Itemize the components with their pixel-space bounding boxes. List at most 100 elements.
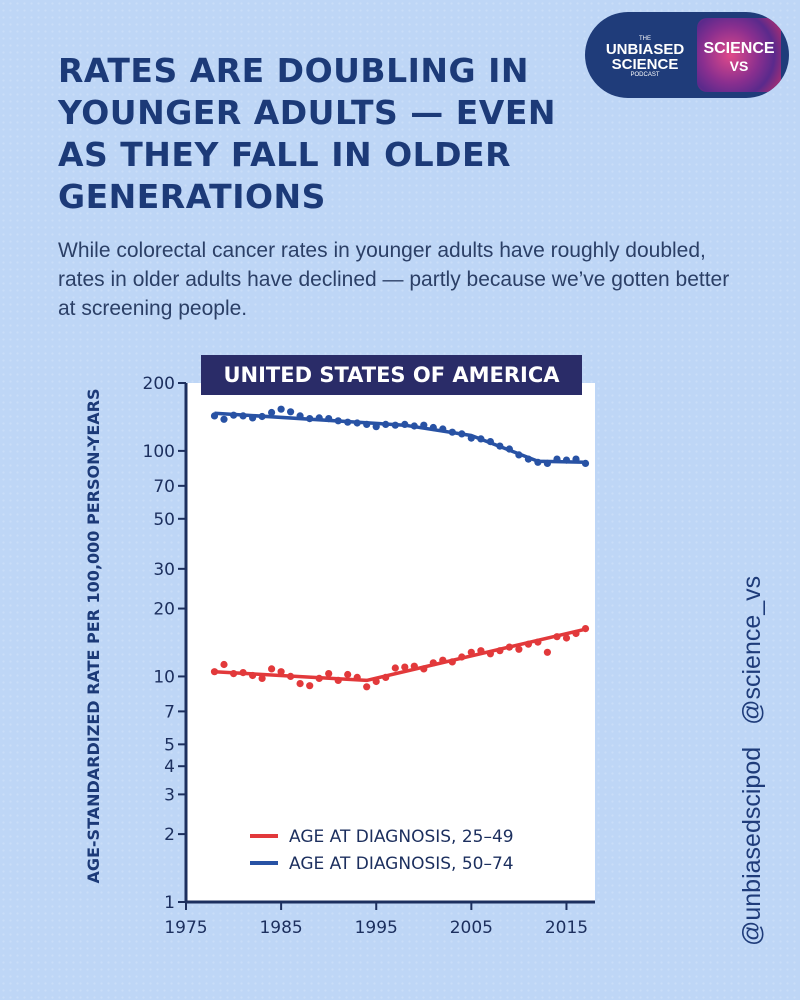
data-point bbox=[401, 663, 409, 671]
data-point bbox=[572, 629, 580, 638]
y-tick-label: 7 bbox=[164, 702, 175, 722]
data-point bbox=[477, 647, 485, 655]
data-point bbox=[543, 648, 552, 656]
legend-label-1: AGE AT DIAGNOSIS, 50–74 bbox=[289, 854, 514, 874]
data-point bbox=[486, 650, 494, 658]
series-1 bbox=[210, 405, 590, 467]
y-tick-label: 4 bbox=[164, 757, 175, 777]
data-point bbox=[448, 658, 456, 666]
data-point bbox=[496, 647, 504, 655]
data-point bbox=[439, 425, 447, 433]
data-point bbox=[325, 415, 333, 423]
data-point bbox=[363, 683, 371, 691]
science-vs-line-2: VS bbox=[729, 58, 749, 74]
logo-small-text: THE bbox=[639, 36, 651, 42]
data-point bbox=[467, 434, 475, 442]
data-point bbox=[210, 668, 219, 676]
data-point bbox=[505, 643, 513, 651]
subtitle: While colorectal cancer rates in younger… bbox=[58, 239, 730, 320]
data-point bbox=[287, 672, 295, 681]
data-point bbox=[401, 420, 409, 428]
x-tick-label: 2015 bbox=[545, 918, 588, 938]
data-point bbox=[296, 680, 304, 688]
y-tick-label: 20 bbox=[153, 600, 175, 620]
data-point bbox=[534, 638, 542, 646]
y-tick-label: 5 bbox=[164, 735, 175, 755]
data-point bbox=[515, 645, 523, 653]
data-point bbox=[353, 419, 361, 427]
data-point bbox=[429, 659, 437, 667]
data-point bbox=[496, 442, 504, 450]
data-point bbox=[334, 676, 342, 685]
x-tick-label: 1995 bbox=[355, 918, 398, 938]
data-point bbox=[562, 634, 571, 642]
data-point bbox=[230, 411, 238, 419]
unbiased-science-logo: THE UNBIASED SCIENCE PODCAST bbox=[595, 22, 695, 88]
data-point bbox=[458, 653, 466, 661]
data-point bbox=[306, 415, 314, 423]
data-point bbox=[515, 451, 523, 459]
data-point bbox=[268, 408, 276, 417]
y-tick-label: 2 bbox=[164, 825, 175, 845]
data-point bbox=[439, 656, 447, 664]
y-tick-label: 70 bbox=[153, 477, 175, 497]
data-point bbox=[277, 668, 285, 676]
science-vs-line-1: SCIENCE bbox=[703, 40, 775, 57]
data-point bbox=[344, 670, 352, 679]
data-point bbox=[524, 455, 533, 463]
data-point bbox=[543, 459, 552, 467]
data-point bbox=[524, 640, 533, 648]
data-point bbox=[239, 412, 247, 420]
data-point bbox=[534, 458, 542, 466]
data-point bbox=[505, 445, 513, 453]
data-point bbox=[467, 648, 475, 656]
data-point bbox=[239, 669, 247, 677]
legend-label-0: AGE AT DIAGNOSIS, 25–49 bbox=[289, 827, 514, 847]
data-point bbox=[429, 423, 437, 432]
legend: AGE AT DIAGNOSIS, 25–49 AGE AT DIAGNOSIS,… bbox=[250, 827, 514, 874]
data-point bbox=[458, 430, 466, 438]
data-point bbox=[382, 673, 390, 682]
headline: RATES ARE DOUBLING IN YOUNGER ADULTS — E… bbox=[58, 51, 557, 216]
data-point bbox=[296, 412, 304, 420]
data-point bbox=[410, 422, 418, 430]
data-point bbox=[581, 625, 590, 633]
data-point bbox=[315, 414, 323, 422]
data-point bbox=[391, 664, 399, 672]
data-point bbox=[391, 421, 399, 429]
data-point bbox=[306, 682, 314, 690]
data-point bbox=[220, 415, 228, 423]
logo-line-1: UNBIASED bbox=[605, 41, 685, 58]
data-point bbox=[448, 428, 456, 436]
logo-line-2: SCIENCE bbox=[611, 56, 679, 73]
data-point bbox=[372, 677, 380, 686]
data-point bbox=[210, 412, 219, 420]
podcast-badge: THE UNBIASED SCIENCE PODCAST SCIENCE VS bbox=[585, 12, 789, 98]
data-point bbox=[325, 670, 333, 678]
chart-title: UNITED STATES OF AMERICA bbox=[201, 355, 582, 395]
data-point bbox=[287, 408, 295, 416]
data-point bbox=[581, 459, 590, 467]
y-tick-label: 30 bbox=[153, 560, 175, 580]
data-point bbox=[249, 414, 257, 422]
data-point bbox=[334, 417, 342, 425]
data-point bbox=[258, 412, 266, 421]
y-tick-label: 1 bbox=[164, 893, 175, 913]
data-point bbox=[562, 456, 571, 464]
data-point bbox=[382, 420, 390, 428]
data-point bbox=[363, 420, 371, 428]
x-tick-label: 1975 bbox=[164, 918, 207, 938]
data-point bbox=[410, 662, 418, 670]
x-tick-label: 1985 bbox=[259, 918, 302, 938]
data-point bbox=[353, 673, 361, 682]
data-point bbox=[277, 405, 285, 413]
data-point bbox=[372, 423, 380, 431]
data-point bbox=[220, 660, 228, 669]
data-point bbox=[477, 435, 485, 443]
data-point bbox=[268, 665, 276, 673]
axes: 1 2 3 45 7 10 20 30 50 70 100 200 1975 1985 1995 2005 20… bbox=[143, 374, 595, 938]
y-tick-label: 200 bbox=[143, 374, 175, 394]
data-point bbox=[249, 671, 257, 680]
data-point bbox=[553, 455, 561, 463]
